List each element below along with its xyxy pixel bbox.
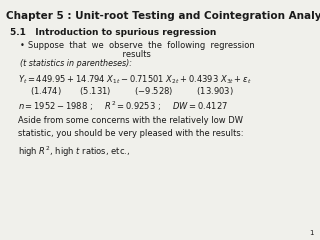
Text: •: •	[20, 41, 25, 50]
Text: results: results	[28, 50, 151, 59]
Text: 1: 1	[309, 230, 314, 236]
Text: $Y_t = 449.95 + 14.794\ X_{1t} - 0.71501\ X_{2t} + 0.4393\ X_{3t} + \varepsilon_: $Y_t = 449.95 + 14.794\ X_{1t} - 0.71501…	[18, 74, 252, 86]
Text: Suppose  that  we  observe  the  following  regression: Suppose that we observe the following re…	[28, 41, 255, 50]
Text: (t statistics in parentheses):: (t statistics in parentheses):	[20, 59, 132, 68]
Text: $n = 1952 - 1988\ ;\ \ \ \ R^2 = 0.9253\ ;\ \ \ \ DW = 0.4127$: $n = 1952 - 1988\ ;\ \ \ \ R^2 = 0.9253\…	[18, 100, 228, 114]
Text: $(1.474)\quad\quad\ (5.131)\quad\quad\quad (-9.528)\quad\quad\quad (13.903)$: $(1.474)\quad\quad\ (5.131)\quad\quad\qu…	[30, 85, 234, 97]
Text: Chapter 5 : Unit-root Testing and Cointegration Analysis: Chapter 5 : Unit-root Testing and Cointe…	[6, 11, 320, 21]
Text: 5.1   Introduction to spurious regression: 5.1 Introduction to spurious regression	[10, 28, 216, 37]
Text: Aside from some concerns with the relatively low DW
statistic, you should be ver: Aside from some concerns with the relati…	[18, 116, 244, 159]
